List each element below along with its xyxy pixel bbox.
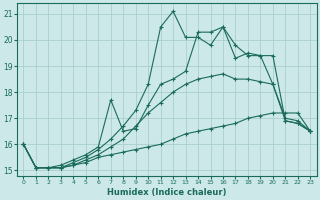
- X-axis label: Humidex (Indice chaleur): Humidex (Indice chaleur): [107, 188, 227, 197]
